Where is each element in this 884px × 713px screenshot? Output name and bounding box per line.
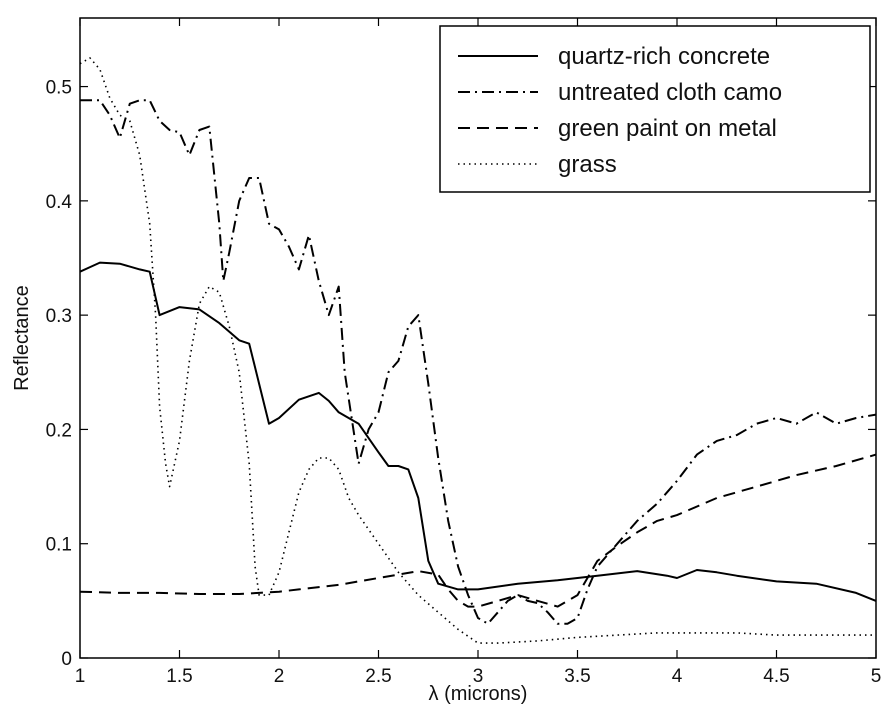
x-tick-label: 4	[672, 666, 683, 687]
series-group	[79, 57, 877, 644]
x-tick-label: 4.5	[763, 666, 789, 687]
series-line-quartz-rich-concrete	[79, 261, 877, 602]
y-tick-label: 0.2	[46, 420, 72, 441]
x-tick-label: 2	[274, 666, 285, 687]
axis-ticks: 1 1.5 2 2.5 3 3.5 4 4.5 5 0 0.1 0.2 0.3 0.4 0.5	[46, 18, 882, 687]
series-line-untreated-cloth-camo	[80, 99, 877, 625]
x-tick-label: 5	[871, 666, 882, 687]
y-tick-label: 0.5	[46, 78, 72, 99]
x-tick-label: 1.5	[166, 666, 192, 687]
x-axis-label: λ (microns)	[429, 683, 528, 705]
legend-box	[439, 25, 871, 193]
x-tick-label: 2.5	[365, 666, 391, 687]
legend-label: grass	[558, 151, 617, 178]
y-tick-label: 0.1	[46, 535, 72, 556]
y-axis-label: Reflectance	[11, 285, 33, 391]
y-tick-label: 0.3	[46, 306, 72, 327]
x-tick-label: 3.5	[564, 666, 590, 687]
legend-label: untreated cloth camo	[558, 79, 782, 106]
y-tick-label: 0.4	[46, 192, 73, 213]
legend: quartz-rich concrete untreated cloth camo…	[439, 25, 871, 193]
x-tick-label: 3	[473, 666, 484, 687]
series-line-grass	[79, 57, 876, 644]
legend-label: quartz-rich concrete	[558, 43, 770, 70]
legend-label: green paint on metal	[558, 115, 777, 142]
x-tick-label: 1	[75, 666, 86, 687]
y-tick-label: 0	[61, 649, 72, 670]
